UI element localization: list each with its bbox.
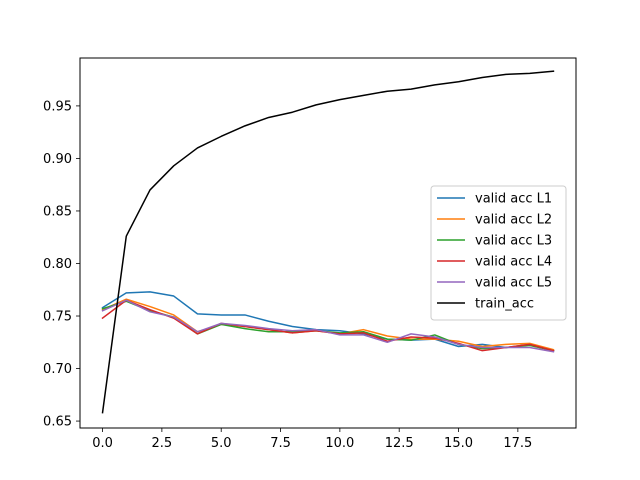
series-line-5 — [101, 299, 555, 353]
x-tick-label: 17.5 — [503, 436, 532, 451]
legend-label-6: train_acc — [475, 297, 534, 312]
x-tick-label: 0.0 — [92, 436, 113, 451]
legend-label-5: valid acc L5 — [475, 276, 552, 291]
plot-lines — [101, 70, 555, 414]
x-axis: 0.0 2.5 5.0 7.5 10.0 12.5 15.0 17.5 — [92, 428, 532, 451]
legend-label-4: valid acc L4 — [475, 255, 552, 270]
y-tick-label: 0.80 — [43, 257, 72, 272]
y-tick-label: 0.70 — [43, 362, 72, 377]
y-tick-label: 0.75 — [43, 310, 72, 325]
y-tick-label: 0.85 — [43, 204, 72, 219]
legend-label-1: valid acc L1 — [475, 192, 552, 207]
x-tick-label: 7.5 — [270, 436, 291, 451]
legend: valid acc L1 valid acc L2 valid acc L3 vali… — [430, 185, 567, 321]
y-tick-label: 0.90 — [43, 152, 72, 167]
y-tick-label: 0.95 — [43, 99, 72, 114]
x-tick-label: 10.0 — [325, 436, 354, 451]
x-tick-label: 2.5 — [152, 436, 173, 451]
axes-frame — [79, 57, 577, 429]
x-tick-label: 15.0 — [444, 436, 473, 451]
y-axis: 0.65 0.70 0.75 0.80 0.85 0.90 0.95 — [43, 99, 80, 430]
y-tick-label: 0.65 — [43, 415, 72, 430]
legend-label-3: valid acc L3 — [475, 234, 552, 249]
series-line-6 — [101, 70, 555, 414]
x-tick-label: 5.0 — [211, 436, 232, 451]
series-line-1 — [101, 291, 555, 352]
legend-label-2: valid acc L2 — [475, 213, 552, 228]
x-tick-label: 12.5 — [385, 436, 414, 451]
